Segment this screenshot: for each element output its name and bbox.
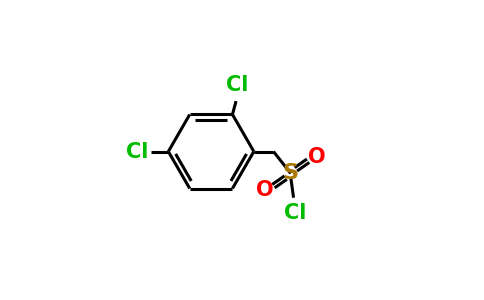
Text: O: O xyxy=(308,147,326,166)
Text: O: O xyxy=(256,180,273,200)
Text: Cl: Cl xyxy=(284,203,306,224)
Text: S: S xyxy=(283,164,299,183)
Text: Cl: Cl xyxy=(226,75,248,95)
Text: Cl: Cl xyxy=(126,142,149,161)
